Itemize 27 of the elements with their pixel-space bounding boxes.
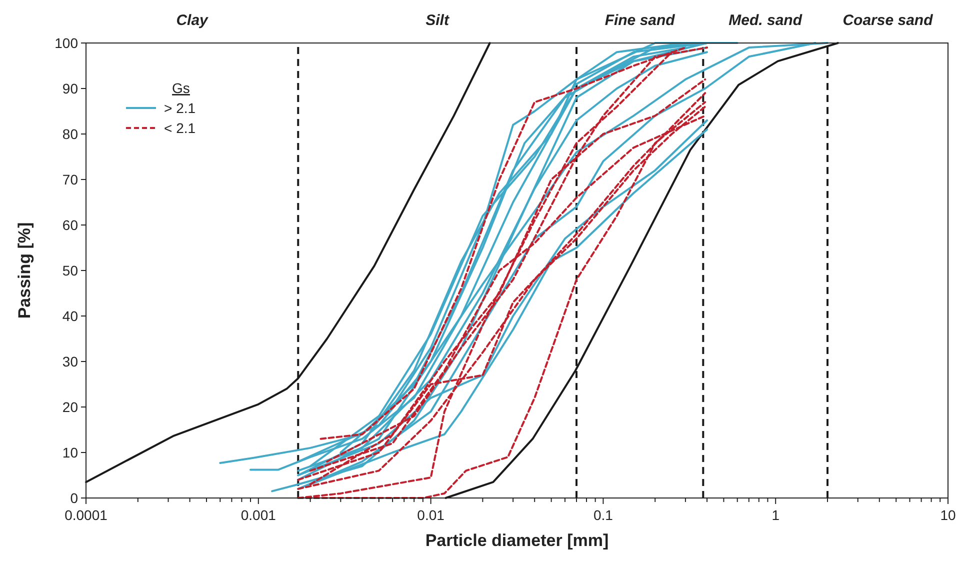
y-tick-label: 90 <box>62 80 78 96</box>
text: Clay <box>176 12 209 29</box>
legend-title: Gs <box>172 80 190 96</box>
y-tick-label: 100 <box>54 35 78 51</box>
y-tick-label: 50 <box>62 262 78 278</box>
y-axis-title: Passing [%] <box>15 222 34 319</box>
x-tick-label: 1 <box>772 507 780 523</box>
y-tick-label: 10 <box>62 444 78 460</box>
text: Silt <box>426 12 450 29</box>
legend-label: < 2.1 <box>164 120 196 136</box>
x-axis-title: Particle diameter [mm] <box>425 531 609 550</box>
x-tick-label: 10 <box>940 507 956 523</box>
y-tick-label: 30 <box>62 354 78 370</box>
y-tick-label: 20 <box>62 399 78 415</box>
y-tick-label: 40 <box>62 308 78 324</box>
x-tick-label: 0.01 <box>417 507 445 523</box>
text: Coarse sand <box>842 12 934 29</box>
text: Fine sand <box>604 12 676 29</box>
y-tick-label: 0 <box>70 490 78 506</box>
x-tick-label: 0.1 <box>593 507 614 523</box>
text: Med. sand <box>728 12 803 29</box>
legend-label: > 2.1 <box>164 100 196 116</box>
y-tick-label: 70 <box>62 172 78 188</box>
y-tick-label: 60 <box>62 217 78 233</box>
x-tick-label: 0.001 <box>240 507 276 523</box>
x-tick-label: 0.0001 <box>64 507 108 523</box>
y-tick-label: 80 <box>62 126 78 142</box>
